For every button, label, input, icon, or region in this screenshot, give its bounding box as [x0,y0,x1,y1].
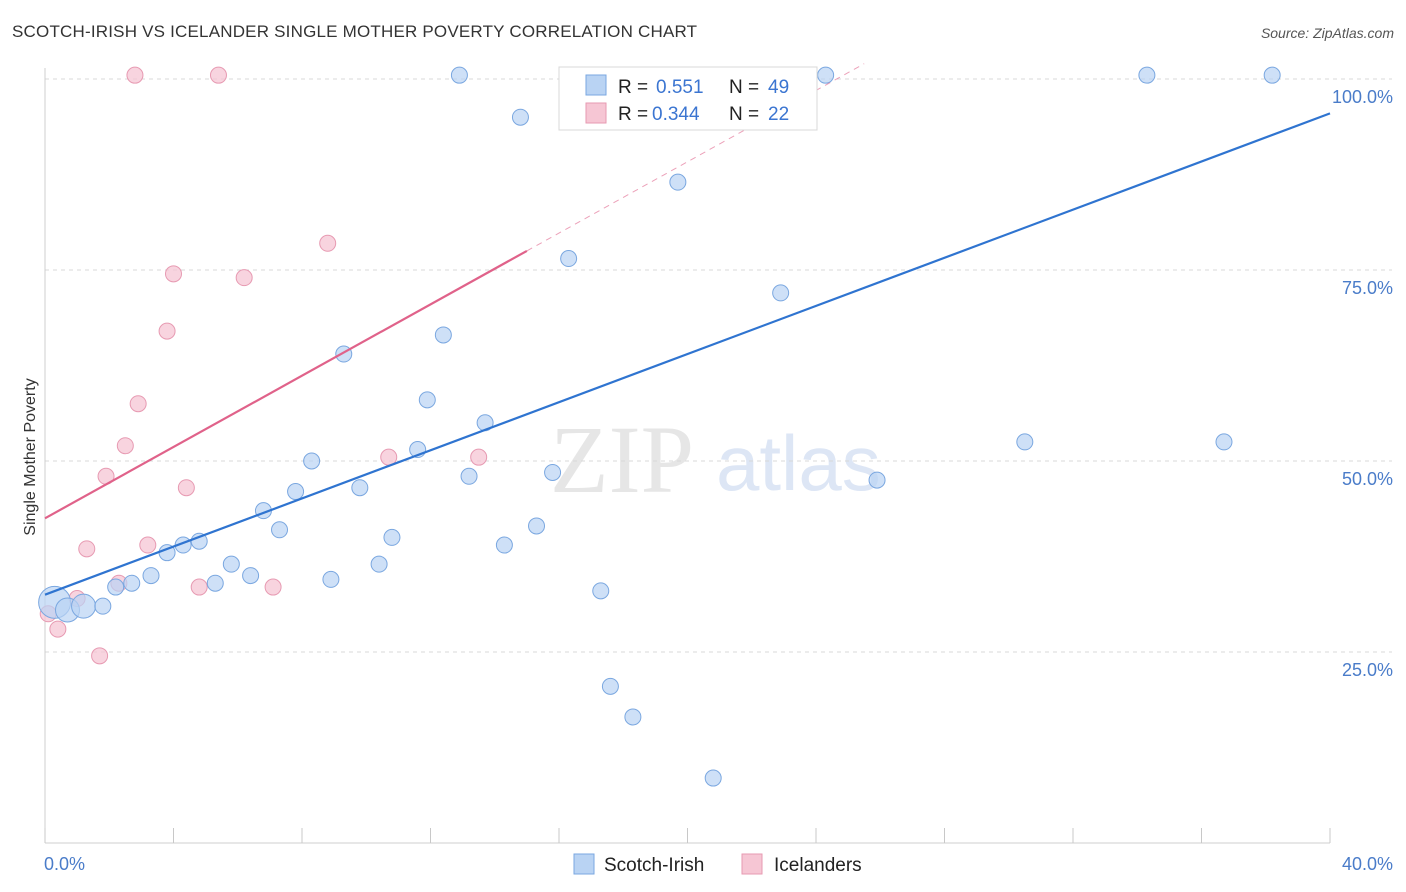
y-tick-label-25: 25.0% [1342,660,1393,680]
icelanders-point-9 [129,395,147,413]
series-legend: Scotch-Irish Icelanders [573,853,862,876]
axes [44,68,1331,844]
y-tick-label-75: 75.0% [1342,278,1393,298]
scotch-irish-point-3 [94,597,112,615]
icelanders-point-18 [319,234,337,252]
legend-r-value-1: 0.551 [656,77,704,98]
scotch-irish-point-25 [450,66,468,84]
chart-title: SCOTCH-IRISH VS ICELANDER SINGLE MOTHER … [12,22,698,41]
x-tick-label-0: 0.0% [44,854,85,874]
icelanders-point-20 [470,448,488,466]
scotch-irish-point-11 [222,555,240,573]
icelanders-point-7 [116,437,134,455]
scotch-irish-point-20 [370,555,388,573]
legend-n-label-1: N = [729,77,759,98]
watermark-zip: ZIP [550,406,694,513]
scotch-irish-point-45 [1138,66,1156,84]
tick-labels: 25.0% 50.0% 75.0% 100.0% 0.0% 40.0% [44,87,1393,874]
icelanders-point-1 [49,620,67,638]
bottom-legend-label-icelanders: Icelanders [774,855,862,876]
scotch-irish-point-30 [528,517,546,535]
icelanders-point-8 [126,66,144,84]
icelanders-point-12 [165,265,182,283]
bottom-legend-label-scotch-irish: Scotch-Irish [604,855,704,876]
scotch-irish-point-46 [1215,433,1233,451]
legend-n-value-2: 22 [768,104,789,125]
scotch-irish-point-31 [544,463,562,481]
correlation-legend: R = 0.551 N = 49 R = 0.344 N = 22 [558,66,818,131]
scotch-irish-point-35 [624,708,642,726]
y-axis-label: Single Mother Poverty [22,378,39,535]
legend-n-value-1: 49 [768,77,789,98]
icelanders-points [39,66,488,665]
scotch-irish-point-21 [383,528,401,546]
bottom-legend-swatch-blue [573,853,595,875]
legend-swatch-blue [585,74,607,96]
scotch-irish-point-26 [460,467,478,485]
scotch-irish-point-41 [772,284,790,302]
scotch-irish-point-37 [669,173,687,191]
scotch-irish-point-42 [817,66,835,84]
watermark-atlas: atlas [716,419,881,507]
y-tick-label-100: 100.0% [1332,87,1393,107]
scotch-irish-point-14 [271,521,289,539]
scotch-irish-point-9 [190,532,208,550]
scotch-irish-point-16 [303,452,321,470]
icelanders-point-16 [235,269,253,287]
source-label: Source: ZipAtlas.com [1260,25,1394,41]
x-tick-label-40: 40.0% [1342,854,1393,874]
scotch-irish-point-4 [107,578,125,596]
scotch-irish-point-28 [495,536,513,554]
scotch-irish-point-44 [1016,433,1034,451]
scotch-irish-point-38 [704,769,722,787]
bottom-legend-swatch-pink [741,853,763,875]
icelanders-point-10 [139,536,157,554]
scotch-irish-point-5 [123,574,141,592]
icelanders-point-4 [91,647,109,665]
trendline-scotch-irish [44,112,1331,596]
legend-r-label-2: R = [618,104,648,125]
scotch-irish-point-43 [868,471,886,489]
legend-n-label-2: N = [729,104,759,125]
scotch-irish-point-33 [592,582,610,600]
scotch-irish-point-15 [287,483,305,501]
scotch-irish-point-6 [142,567,160,585]
icelanders-point-14 [190,578,208,596]
scotch-irish-point-29 [511,108,529,126]
legend-r-label-1: R = [618,77,648,98]
scotch-irish-point-17 [322,570,340,588]
scotch-irish-point-23 [418,391,436,409]
scotch-irish-point-47 [1263,66,1281,84]
scotch-irish-point-10 [206,574,224,592]
trendline-icelanders [44,249,528,520]
trend-lines [44,63,1331,596]
scotch-irish-point-19 [351,479,369,497]
y-tick-label-50: 50.0% [1342,469,1393,489]
icelanders-point-3 [78,540,96,558]
legend-r-value-2: 0.344 [652,104,700,125]
scotch-irish-point-2 [71,593,97,619]
icelanders-point-11 [158,322,176,340]
icelanders-point-15 [209,66,227,84]
scotch-irish-point-12 [242,567,260,585]
icelanders-point-13 [177,479,195,497]
scotch-irish-point-32 [560,250,578,268]
icelanders-point-17 [264,578,282,596]
legend-swatch-pink [585,102,607,124]
scotch-irish-point-34 [601,677,619,695]
scotch-irish-point-24 [434,326,452,344]
